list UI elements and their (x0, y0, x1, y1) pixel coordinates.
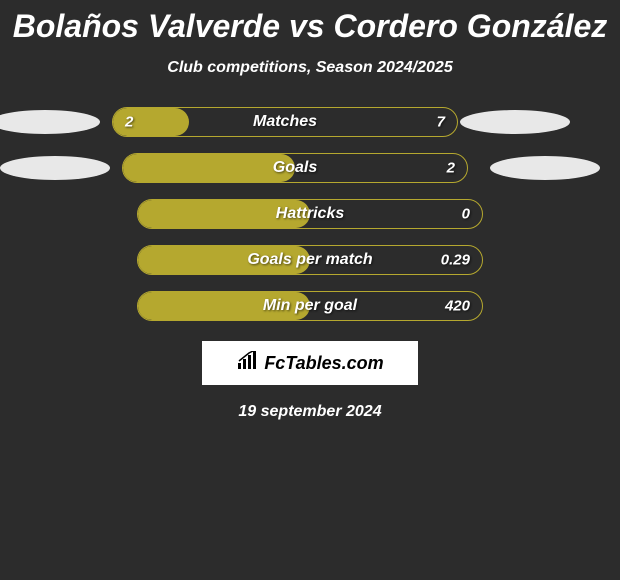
logo-text: FcTables.com (264, 353, 383, 374)
stat-label: Hattricks (276, 205, 344, 223)
player1-logo-ellipse (0, 110, 100, 134)
stat-label: Goals per match (247, 251, 372, 269)
stat-bar: Min per goal 420 (137, 291, 483, 321)
stat-bar-fill (123, 154, 295, 182)
stat-row-hattricks: Hattricks 0 (0, 199, 620, 229)
logo-box: FcTables.com (202, 341, 418, 385)
ellipse-placeholder (15, 202, 125, 226)
player2-logo-ellipse (490, 156, 600, 180)
stat-right-value: 2 (447, 160, 455, 177)
logo-chart-icon (236, 351, 260, 376)
stat-row-min-per-goal: Min per goal 420 (0, 291, 620, 321)
stat-right-value: 0.29 (441, 252, 470, 269)
ellipse-placeholder (495, 294, 605, 318)
stat-label: Min per goal (263, 297, 357, 315)
stat-right-value: 420 (445, 298, 470, 315)
ellipse-placeholder (15, 294, 125, 318)
stat-bar: Hattricks 0 (137, 199, 483, 229)
stat-right-value: 7 (437, 114, 445, 131)
logo: FcTables.com (236, 351, 383, 376)
stat-right-value: 0 (462, 206, 470, 223)
stat-row-matches: 2 Matches 7 (0, 107, 620, 137)
stat-row-goals: Goals 2 (0, 153, 620, 183)
stat-row-goals-per-match: Goals per match 0.29 (0, 245, 620, 275)
stat-label: Matches (253, 113, 317, 131)
stat-bar: 2 Matches 7 (112, 107, 458, 137)
ellipse-placeholder (15, 248, 125, 272)
date-text: 19 september 2024 (0, 403, 620, 421)
player2-logo-ellipse (460, 110, 570, 134)
stat-left-value: 2 (125, 114, 133, 131)
ellipse-placeholder (495, 202, 605, 226)
ellipse-placeholder (495, 248, 605, 272)
stats-bars-container: 2 Matches 7 Goals 2 Hattricks 0 Goals per match… (0, 107, 620, 321)
stat-bar: Goals per match 0.29 (137, 245, 483, 275)
main-container: Bolaños Valverde vs Cordero González Clu… (0, 0, 620, 421)
stat-bar: Goals 2 (122, 153, 468, 183)
player1-logo-ellipse (0, 156, 110, 180)
subtitle: Club competitions, Season 2024/2025 (0, 59, 620, 77)
stat-label: Goals (273, 159, 317, 177)
comparison-title: Bolaños Valverde vs Cordero González (0, 8, 620, 45)
